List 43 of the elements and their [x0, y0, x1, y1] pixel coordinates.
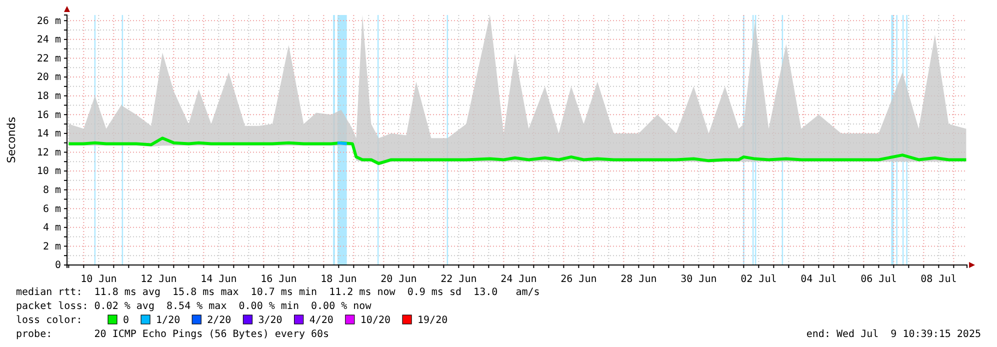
x-tick-label: 30 Jun: [680, 274, 717, 285]
legend-label: 0: [123, 315, 130, 326]
text: probe: 20 ICMP Echo Pings (56 Bytes) every 60s: [16, 329, 330, 340]
x-tick-label: 02 Jul: [740, 274, 777, 285]
legend-label: 2/20: [207, 315, 232, 326]
y-tick-label: 10 m: [36, 166, 61, 178]
y-tick-label: 6 m: [42, 204, 61, 215]
text: packet loss: 0.02 % avg 8.54 % max 0.00 % min 0.00 % now: [16, 301, 372, 312]
x-tick-label: 28 Jun: [620, 274, 657, 285]
x-tick-label: 20 Jun: [380, 274, 417, 285]
y-tick-label: 20 m: [36, 72, 61, 84]
x-tick-label: 04 Jul: [800, 274, 837, 285]
y-tick-label: 12 m: [36, 147, 61, 158]
legend-label: 19/20: [418, 315, 448, 326]
y-tick-label: 16 m: [36, 110, 61, 121]
y-tick-label: 24 m: [36, 34, 61, 46]
x-tick-label: 16 Jun: [260, 274, 297, 285]
y-tick-label: 22 m: [36, 53, 61, 64]
y-tick-label: 26 m: [36, 16, 61, 27]
x-tick-label: 22 Jun: [440, 274, 477, 285]
x-tick-label: 10 Jun: [80, 274, 117, 285]
y-tick-label: 14 m: [36, 128, 61, 140]
x-tick-label: 18 Jun: [320, 274, 357, 285]
legend-label: 1/20: [156, 315, 180, 326]
legend-title: loss color:: [16, 315, 82, 326]
text: median rtt: 11.8 ms avg 15.8 ms max 10.7 ms min 11.2 ms now 0.9 ms sd 13.0 am/s: [16, 287, 540, 298]
y-tick-label: 0: [54, 260, 61, 272]
y-tick-label: 8 m: [42, 185, 61, 196]
x-tick-label: 26 Jun: [560, 274, 597, 285]
y-tick-label: 2 m: [42, 241, 61, 252]
y-tick-label: 4 m: [42, 222, 61, 234]
x-tick-label: 24 Jun: [500, 274, 537, 285]
x-tick-label: 14 Jun: [200, 274, 237, 285]
legend-label: 10/20: [360, 315, 391, 326]
x-tick-label: 06 Jul: [860, 274, 897, 285]
legend-label: 3/20: [258, 315, 282, 326]
y-axis-title: Seconds: [5, 116, 18, 164]
line-series: [67, 136, 968, 165]
x-tick-label: 08 Jul: [920, 274, 957, 285]
x-tick-label: 12 Jun: [140, 274, 177, 285]
y-tick-label: 18 m: [36, 91, 61, 102]
text: end: Wed Jul 9 10:39:15 2025: [806, 329, 981, 340]
legend-label: 4/20: [309, 315, 334, 326]
